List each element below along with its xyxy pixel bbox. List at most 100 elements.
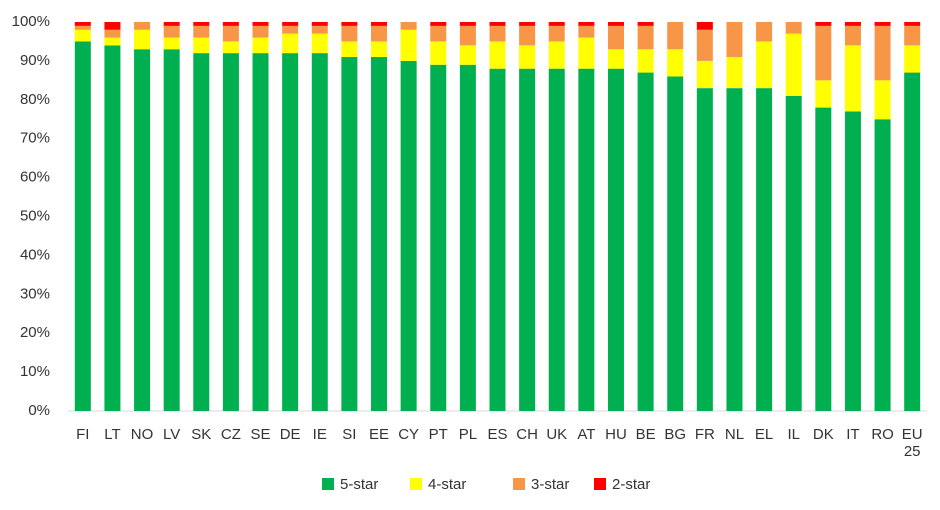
- x-tick-label: EE: [369, 426, 390, 443]
- x-tick-label: IL: [787, 426, 800, 443]
- bar-segment: [726, 88, 743, 411]
- bar-segment: [607, 25, 624, 50]
- bar-segment: [74, 41, 91, 411]
- bar-segment: [607, 68, 624, 412]
- bar-segment: [844, 111, 861, 411]
- bar-segment: [667, 49, 684, 77]
- bar-segment: [489, 25, 506, 42]
- bar-segment: [311, 53, 328, 412]
- bar-segment: [874, 80, 891, 120]
- bar-segment: [193, 37, 210, 54]
- x-tick-label: PT: [428, 426, 448, 443]
- bar-segment: [371, 57, 388, 411]
- bar-segment: [785, 22, 802, 34]
- x-tick-label: HU: [605, 426, 627, 443]
- bar-segment: [341, 41, 358, 58]
- bar-segment: [637, 22, 654, 26]
- bar-segment: [519, 68, 536, 412]
- bar-segment: [459, 22, 476, 26]
- y-tick-label: 40%: [20, 246, 50, 263]
- bar-segment: [667, 22, 684, 50]
- bar-segment: [815, 22, 832, 26]
- y-tick-label: 50%: [20, 207, 50, 224]
- bar-segment: [104, 45, 121, 412]
- bar-segment: [371, 41, 388, 58]
- bar-segment: [726, 22, 743, 58]
- bar-segment: [815, 25, 832, 81]
- bar-segment: [222, 25, 239, 42]
- x-tick-label: SK: [191, 426, 212, 443]
- bar-segment: [548, 22, 565, 26]
- bar-segment: [756, 88, 773, 411]
- bar-segment: [104, 37, 121, 46]
- legend-swatch: [410, 478, 422, 490]
- x-tick-label: UK: [546, 426, 568, 443]
- bar-segment: [282, 33, 299, 54]
- bar-segment: [163, 22, 180, 26]
- bar-segment: [756, 41, 773, 89]
- bar-segment: [222, 53, 239, 412]
- bar-segment: [519, 25, 536, 46]
- legend-swatch: [594, 478, 606, 490]
- bar-segment: [282, 22, 299, 26]
- bar-segment: [459, 25, 476, 46]
- bar-segment: [459, 45, 476, 65]
- bar-segment: [282, 25, 299, 34]
- bar-segment: [400, 29, 417, 61]
- x-tick-label: SE: [250, 426, 271, 443]
- x-tick-label: RO: [871, 426, 894, 443]
- bar-segment: [904, 45, 921, 73]
- bar-segment: [430, 25, 447, 42]
- bar-segment: [696, 60, 713, 89]
- x-tick-label: AT: [577, 426, 596, 443]
- bar-segment: [607, 22, 624, 26]
- bar-segment: [134, 49, 151, 411]
- bar-segment: [341, 25, 358, 42]
- bar-segment: [489, 68, 506, 412]
- bar-segment: [874, 119, 891, 411]
- bar-segment: [252, 22, 269, 26]
- bar-segment: [430, 22, 447, 26]
- bar-segment: [400, 22, 417, 30]
- bar-segment: [519, 45, 536, 69]
- bar-segment: [193, 25, 210, 38]
- bar-segment: [134, 29, 151, 50]
- y-tick-label: 10%: [20, 363, 50, 380]
- bar-segment: [430, 41, 447, 65]
- x-tick-label: EL: [754, 426, 774, 443]
- bar-segment: [844, 45, 861, 112]
- legend-label: 5-star: [340, 476, 378, 493]
- bar-segment: [430, 64, 447, 411]
- bar-segment: [578, 68, 595, 412]
- bar-segment: [193, 22, 210, 26]
- legend-swatch: [322, 478, 334, 490]
- bar-segment: [104, 22, 121, 30]
- bar-segment: [637, 72, 654, 411]
- bar-segment: [311, 25, 328, 34]
- bar-segment: [371, 25, 388, 42]
- bar-segment: [844, 22, 861, 26]
- bar-segment: [193, 53, 210, 412]
- x-tick-label: NL: [724, 426, 745, 443]
- legend-label: 3-star: [531, 476, 569, 493]
- bar-segment: [74, 25, 91, 30]
- bar-segment: [756, 22, 773, 42]
- legend-label: 4-star: [428, 476, 466, 493]
- bar-segment: [578, 22, 595, 26]
- x-tick-label: NO: [130, 426, 154, 443]
- y-tick-label: 100%: [12, 13, 50, 30]
- x-tick-label: CH: [516, 426, 538, 443]
- bar-segment: [400, 60, 417, 412]
- bar-segment: [489, 41, 506, 69]
- bar-segment: [904, 72, 921, 411]
- bar-segment: [74, 22, 91, 26]
- x-tick-label: EU 25: [901, 426, 923, 460]
- x-tick-label: DK: [812, 426, 834, 443]
- x-tick-label: CY: [398, 426, 420, 443]
- x-tick-label: LV: [163, 426, 181, 443]
- x-tick-label: SI: [342, 426, 357, 443]
- x-tick-label: PL: [458, 426, 478, 443]
- bar-segment: [637, 25, 654, 50]
- bar-segment: [904, 25, 921, 46]
